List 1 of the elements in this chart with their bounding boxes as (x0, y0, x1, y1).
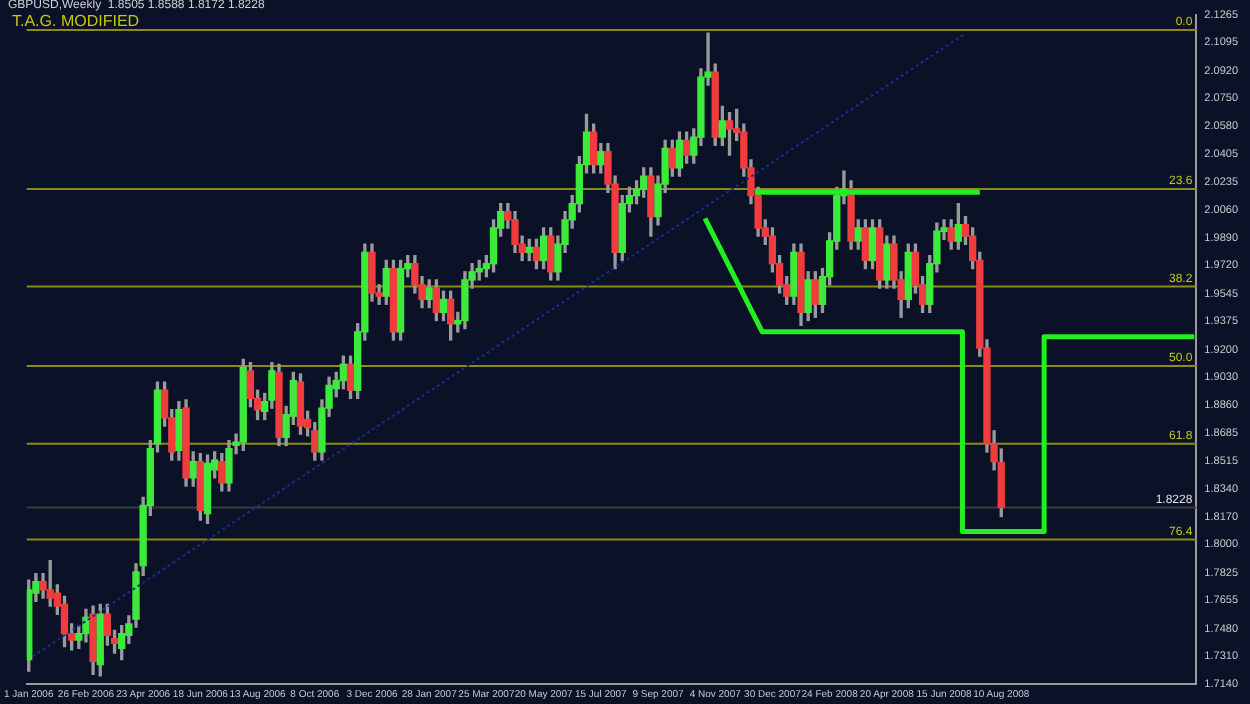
chart-subtitle: T.A.G. MODIFIED (12, 12, 140, 30)
